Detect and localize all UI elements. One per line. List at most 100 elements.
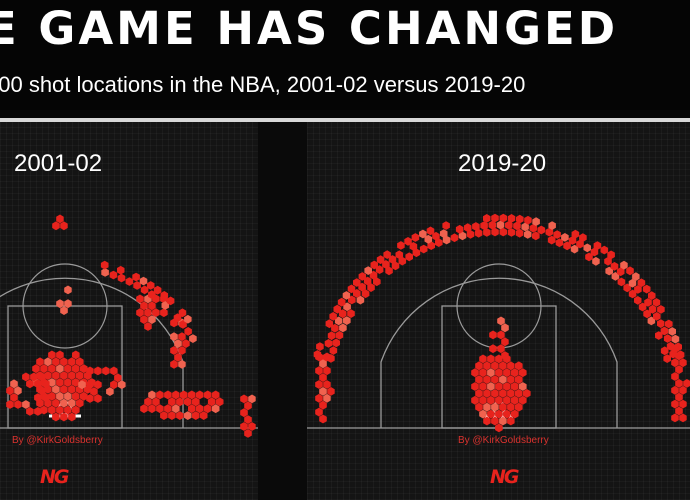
shot-hex-lane-top-2019-20 (501, 337, 509, 347)
shot-hex-three-arc-2019-20 (593, 241, 602, 250)
shot-hex-left-corner-three-2019-20 (319, 359, 327, 369)
paint-lane (441, 305, 557, 429)
shot-hex-paint-2019-20 (475, 402, 483, 412)
shot-hex-three-arc-2019-20 (333, 304, 342, 314)
shot-hex-lane-upper-2019-20 (501, 323, 509, 333)
shot-hex-three-arc-2019-20 (472, 222, 480, 231)
header-divider (0, 118, 690, 122)
shot-hex-right-elbow-2001-02 (160, 308, 168, 318)
shot-hex-three-arc-2019-20 (583, 243, 591, 253)
shot-hex-paint-2001-02 (52, 412, 60, 422)
court-chart-2001-02 (0, 214, 258, 438)
shot-hex-three-arc-2019-20 (353, 278, 361, 287)
shot-hex-three-arc-2019-20 (604, 256, 612, 266)
shot-hex-three-arc-2019-20 (343, 316, 351, 325)
shot-hex-paint-2019-20 (491, 375, 499, 384)
shot-hex-left-short-corner-2001-02 (6, 400, 14, 409)
shot-hex-left-corner-three-2019-20 (315, 366, 323, 376)
shot-hex-paint-2001-02 (64, 378, 72, 387)
shot-hex-paint-2019-20 (507, 375, 515, 384)
shot-hex-three-arc-2001-02 (109, 270, 118, 280)
shot-hex-paint-2001-02 (60, 357, 68, 367)
shot-hex-paint-2001-02 (76, 371, 84, 380)
shot-hex-paint-2001-02 (72, 364, 80, 374)
shot-hex-three-arc-2019-20 (334, 316, 343, 326)
shot-hex-right-corner-three-2019-20 (675, 392, 683, 402)
shot-hex-three-arc-2019-20 (585, 252, 593, 262)
shot-hex-paint-2019-20 (471, 382, 479, 391)
shot-hex-free-throw-2001-02 (64, 285, 72, 295)
shot-hex-three-arc-2019-20 (491, 227, 499, 237)
shot-hex-three-arc-2019-20 (442, 235, 451, 245)
shot-hex-three-arc-2001-02 (184, 327, 192, 336)
shot-hex-lane-upper-2019-20 (497, 316, 505, 326)
shot-hex-three-arc-2019-20 (419, 244, 428, 254)
shot-hex-right-baseline-2001-02 (211, 390, 220, 400)
shot-hex-paint-2019-20 (491, 361, 499, 371)
shot-hex-paint-2019-20 (479, 395, 487, 405)
shot-hex-left-short-corner-2001-02 (22, 372, 30, 382)
shot-hex-paint-2019-20 (507, 361, 515, 371)
shot-hex-right-baseline-2001-02 (160, 411, 168, 420)
shot-hex-right-baseline-2001-02 (207, 397, 216, 407)
shot-hex-right-wing-mid-2001-02 (178, 359, 186, 369)
shot-hex-three-arc-2019-20 (405, 252, 413, 262)
shot-hex-left-short-corner-2001-02 (34, 393, 42, 402)
shot-hex-three-arc-2001-02 (189, 334, 197, 343)
shot-hex-paint-2001-02 (52, 371, 60, 380)
shot-hex-paint-2019-20 (507, 389, 515, 398)
shot-hex-right-corner-three-2001-02 (248, 394, 256, 404)
shot-hex-lane-right-2001-02 (114, 373, 122, 383)
shot-hex-right-wing-mid-2001-02 (170, 346, 178, 355)
shot-hex-right-baseline-2001-02 (180, 390, 188, 400)
shot-hex-paint-2001-02 (40, 364, 48, 374)
shot-hex-paint-2001-02 (64, 391, 72, 401)
shot-hex-lane-top-2019-20 (489, 330, 497, 340)
shot-hex-paint-2019-20 (483, 402, 491, 412)
shot-hex-right-wing-mid-2001-02 (174, 339, 182, 348)
shot-hex-three-arc-2019-20 (663, 334, 672, 343)
shot-hex-right-corner-three-2019-20 (683, 379, 690, 388)
shot-hex-three-arc-2019-20 (404, 237, 412, 246)
shot-hex-paint-2019-20 (495, 409, 503, 419)
shot-hex-three-arc-2019-20 (332, 338, 340, 348)
shot-hex-lane-right-2001-02 (110, 366, 118, 376)
shot-hex-three-arc-2019-20 (329, 312, 337, 321)
shot-hex-three-arc-2019-20 (555, 238, 564, 248)
shot-hex-paint-2019-20 (515, 389, 523, 398)
court-panel-2019-20 (307, 122, 690, 500)
shot-hex-three-arc-2019-20 (397, 241, 405, 250)
shot-hex-three-arc-2019-20 (553, 230, 561, 239)
shot-hex-paint-2019-20 (487, 409, 495, 419)
shot-hex-left-corner-three-2019-20 (323, 380, 331, 389)
shot-hex-three-arc-2019-20 (419, 229, 427, 239)
shot-hex-right-baseline-2001-02 (192, 411, 200, 420)
shot-hex-paint-2001-02 (80, 364, 88, 374)
shot-hex-three-arc-2019-20 (376, 255, 385, 265)
shot-hex-paint-2019-20 (519, 395, 527, 405)
shot-hex-three-arc-2019-20 (343, 302, 351, 312)
shot-hex-three-arc-2019-20 (634, 296, 642, 305)
shot-hex-paint-2001-02 (48, 405, 56, 415)
shot-hex-paint-2019-20 (499, 389, 507, 398)
shot-hex-right-baseline-2001-02 (164, 390, 172, 400)
shot-hex-paint-2019-20 (511, 409, 519, 419)
shot-hex-three-arc-2019-20 (507, 228, 516, 237)
shot-hex-right-corner-three-2019-20 (671, 358, 679, 368)
shot-hex-right-wing-mid-2001-02 (182, 339, 190, 348)
shot-hex-three-arc-2019-20 (644, 298, 652, 307)
shot-hex-right-corner-three-2001-02 (248, 422, 256, 431)
shot-hex-three-arc-2019-20 (652, 298, 661, 307)
shot-hex-three-arc-2019-20 (316, 342, 324, 351)
shot-hex-three-arc-2019-20 (671, 334, 680, 344)
shot-hex-paint-2001-02 (72, 378, 80, 387)
shot-hex-three-arc-2019-20 (607, 250, 615, 260)
shot-hex-three-arc-2019-20 (524, 215, 532, 225)
shot-hex-three-arc-2019-20 (361, 289, 370, 299)
shot-hex-right-baseline-2001-02 (168, 411, 176, 420)
shot-hex-three-arc-2019-20 (337, 297, 346, 307)
shot-hex-left-short-corner-2001-02 (14, 386, 22, 396)
shot-hex-paint-2001-02 (72, 391, 80, 401)
shot-hex-three-arc-2019-20 (483, 228, 491, 237)
shot-hex-paint-2019-20 (511, 395, 519, 405)
